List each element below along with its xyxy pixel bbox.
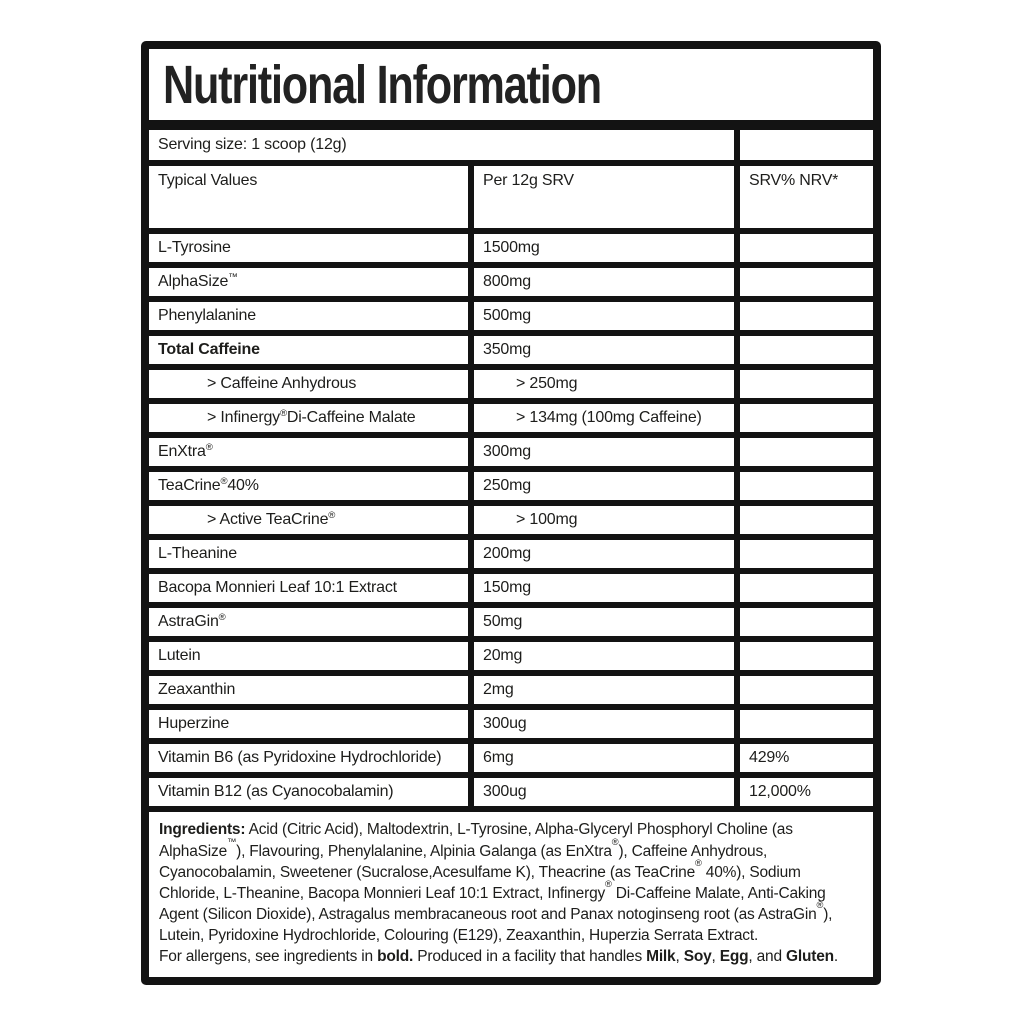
row-nrv xyxy=(740,234,873,263)
allergen-text-segment: , xyxy=(675,947,684,965)
row-name: Lutein xyxy=(149,642,468,671)
row-amount: > 100mg xyxy=(474,506,734,535)
table-row: Phenylalanine 500mg xyxy=(149,302,873,331)
row-nrv xyxy=(740,642,873,671)
table-row: Vitamin B12 (as Cyanocobalamin) 300ug 12,0… xyxy=(149,778,873,807)
row-amount: 500mg xyxy=(474,302,734,331)
row-name: L-Theanine xyxy=(149,540,468,569)
row-name: L-Tyrosine xyxy=(149,234,468,263)
row-nrv xyxy=(740,506,873,535)
table-row: Total Caffeine 350mg xyxy=(149,336,873,365)
allergen-text-segment: , and xyxy=(748,947,787,965)
row-name: AlphaSize ™ xyxy=(149,268,468,297)
allergen-bold-segment: Soy xyxy=(683,947,712,965)
table-row: > Caffeine Anhydrous > 250mg xyxy=(149,370,873,399)
allergen-note: For allergens, see ingredients in bold. … xyxy=(159,946,863,969)
row-amount: 20mg xyxy=(474,642,734,671)
row-amount: 2mg xyxy=(474,676,734,705)
table-header-row: Typical Values Per 12g SRV SRV% NRV* xyxy=(149,166,873,229)
ingredients-label: Ingredients: xyxy=(159,821,246,839)
row-name: Zeaxanthin xyxy=(149,676,468,705)
row-amount: > 134mg (100mg Caffeine) xyxy=(474,404,734,433)
table-row: EnXtra ® 300mg xyxy=(149,438,873,467)
table-row: Vitamin B6 (as Pyridoxine Hydrochloride)… xyxy=(149,744,873,773)
row-name: AstraGin ® xyxy=(149,608,468,637)
column-header-srv-nrv: SRV% NRV* xyxy=(740,166,873,229)
allergen-text-segment: , xyxy=(711,947,720,965)
table-row: Huperzine 300ug xyxy=(149,710,873,739)
row-nrv xyxy=(740,302,873,331)
row-nrv xyxy=(740,608,873,637)
allergen-bold-segment: Gluten xyxy=(786,947,834,965)
allergen-bold-segment: bold. xyxy=(377,947,414,965)
table-row: AstraGin ® 50mg xyxy=(149,608,873,637)
row-amount: 300ug xyxy=(474,710,734,739)
table-row: Zeaxanthin 2mg xyxy=(149,676,873,705)
allergen-bold-segment: Milk xyxy=(646,947,676,965)
allergen-text-segment: Produced in a facility that handles xyxy=(413,947,647,965)
row-nrv xyxy=(740,472,873,501)
row-amount: 250mg xyxy=(474,472,734,501)
row-amount: 800mg xyxy=(474,268,734,297)
table-row: L-Tyrosine 1500mg xyxy=(149,234,873,263)
ingredients-text: Acid (Citric Acid), Maltodextrin, L-Tyro… xyxy=(159,821,833,944)
row-name: Total Caffeine xyxy=(149,336,468,365)
table-row: > Active TeaCrine ® > 100mg xyxy=(149,506,873,535)
row-amount: 50mg xyxy=(474,608,734,637)
column-header-per-srv: Per 12g SRV xyxy=(474,166,734,229)
row-nrv xyxy=(740,370,873,399)
row-nrv: 429% xyxy=(740,744,873,773)
ingredients-paragraph: Ingredients: Acid (Citric Acid), Maltode… xyxy=(159,819,863,945)
table-row: TeaCrine ® 40% 250mg xyxy=(149,472,873,501)
table-row: Lutein 20mg xyxy=(149,642,873,671)
allergen-text-segment: . xyxy=(833,947,839,965)
row-name: Vitamin B12 (as Cyanocobalamin) xyxy=(149,778,468,807)
row-amount: 1500mg xyxy=(474,234,734,263)
table-row: L-Theanine 200mg xyxy=(149,540,873,569)
row-nrv xyxy=(740,336,873,365)
nutrition-label: Nutritional Information Serving size: 1 … xyxy=(141,41,881,985)
table-row: > Infinergy ® Di-Caffeine Malate > 134mg (… xyxy=(149,404,873,433)
row-nrv: 12,000% xyxy=(740,778,873,807)
row-name: Vitamin B6 (as Pyridoxine Hydrochloride) xyxy=(149,744,468,773)
label-title: Nutritional Information xyxy=(163,54,602,115)
table-row: AlphaSize ™ 800mg xyxy=(149,268,873,297)
row-nrv xyxy=(740,404,873,433)
serving-size-row: Serving size: 1 scoop (12g) xyxy=(149,130,873,161)
ingredients-section: Ingredients: Acid (Citric Acid), Maltode… xyxy=(149,812,873,977)
row-amount: 150mg xyxy=(474,574,734,603)
row-name: > Caffeine Anhydrous xyxy=(149,370,468,399)
row-nrv xyxy=(740,676,873,705)
table-row: Bacopa Monnieri Leaf 10:1 Extract 150mg xyxy=(149,574,873,603)
row-nrv xyxy=(740,268,873,297)
allergen-bold-segment: Egg xyxy=(719,947,749,965)
row-name: EnXtra ® xyxy=(149,438,468,467)
label-title-bar: Nutritional Information xyxy=(149,49,873,121)
row-name: Huperzine xyxy=(149,710,468,739)
row-name: > Infinergy ® Di-Caffeine Malate xyxy=(149,404,468,433)
serving-size: Serving size: 1 scoop (12g) xyxy=(149,130,734,161)
row-name: TeaCrine ® 40% xyxy=(149,472,468,501)
row-nrv xyxy=(740,438,873,467)
row-nrv xyxy=(740,540,873,569)
row-amount: 350mg xyxy=(474,336,734,365)
column-header-typical-values: Typical Values xyxy=(149,166,468,229)
row-name: > Active TeaCrine ® xyxy=(149,506,468,535)
row-name: Bacopa Monnieri Leaf 10:1 Extract xyxy=(149,574,468,603)
row-amount: > 250mg xyxy=(474,370,734,399)
row-nrv xyxy=(740,574,873,603)
row-nrv xyxy=(740,710,873,739)
row-amount: 200mg xyxy=(474,540,734,569)
row-amount: 300mg xyxy=(474,438,734,467)
row-amount: 6mg xyxy=(474,744,734,773)
allergen-text-segment: For allergens, see ingredients in xyxy=(159,947,378,965)
row-amount: 300ug xyxy=(474,778,734,807)
serving-size-empty-cell xyxy=(740,130,873,161)
row-name: Phenylalanine xyxy=(149,302,468,331)
